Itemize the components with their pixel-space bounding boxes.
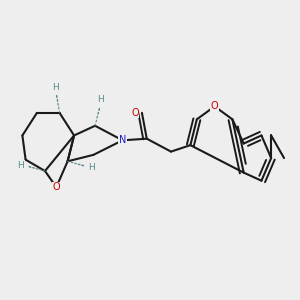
Text: O: O xyxy=(52,182,60,192)
Text: H: H xyxy=(17,161,24,170)
Text: H: H xyxy=(98,95,104,104)
Text: O: O xyxy=(211,101,218,111)
Text: H: H xyxy=(88,163,95,172)
Text: N: N xyxy=(119,135,126,145)
Text: O: O xyxy=(131,108,139,118)
Text: H: H xyxy=(52,82,59,91)
